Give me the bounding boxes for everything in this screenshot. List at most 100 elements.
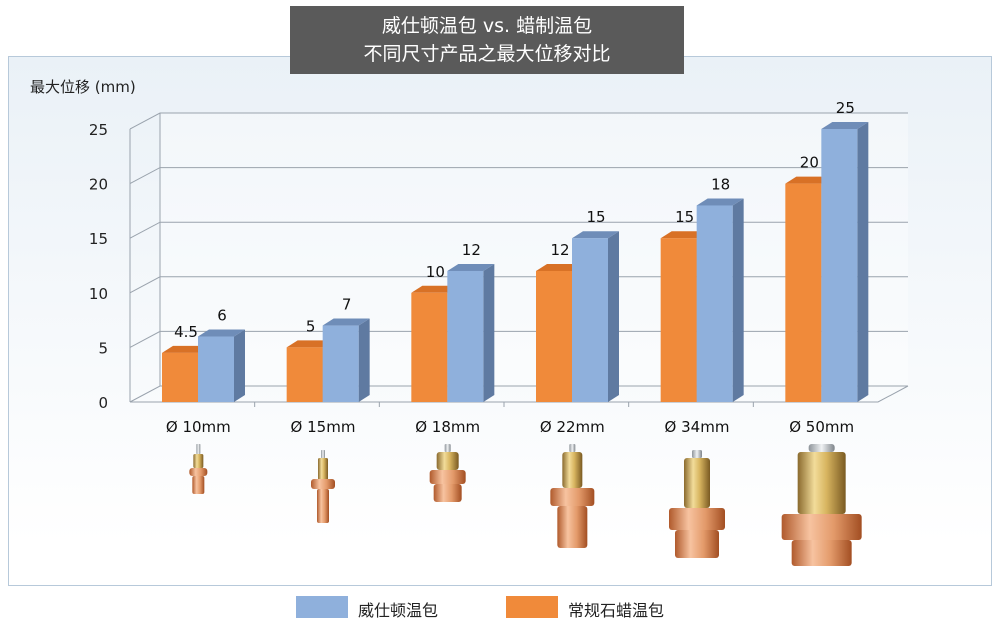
x-tick-label: Ø 50mm (789, 418, 854, 436)
data-label: 7 (342, 296, 352, 314)
product-part (429, 470, 466, 484)
legend-swatch (296, 596, 348, 618)
product-part (196, 444, 201, 454)
product-part (317, 489, 329, 523)
bar-side (732, 198, 744, 402)
product-part (562, 452, 583, 488)
product-part (189, 468, 208, 476)
product-part (781, 514, 862, 540)
data-label: 15 (586, 208, 605, 226)
bar-top (411, 285, 459, 293)
product-part (321, 450, 325, 458)
chart-legend: 威仕顿温包 常规石蜡温包 (0, 592, 1000, 623)
chart-title: 威仕顿温包 vs. 蜡制温包 不同尺寸产品之最大位移对比 (290, 6, 684, 74)
bar-front (198, 336, 234, 402)
data-label: 6 (217, 306, 227, 324)
brass-copper-thermal-element-icon (311, 450, 335, 523)
y-axis-label: 最大位移 (mm) (30, 78, 136, 96)
product-part (669, 508, 725, 530)
bar-side (857, 122, 869, 402)
bar-top (821, 122, 869, 129)
bar-side (608, 231, 619, 402)
product-part (444, 444, 451, 452)
brass-copper-thermal-element-icon (669, 450, 725, 558)
product-part (318, 458, 328, 480)
data-label: 12 (550, 241, 569, 259)
bar (447, 263, 495, 402)
product-part (433, 484, 462, 502)
y-tick-label: 25 (89, 121, 108, 139)
bar-side (234, 329, 245, 402)
bar-top (660, 231, 708, 239)
x-tick-label: Ø 18mm (415, 418, 480, 436)
product-part (557, 506, 588, 548)
product-part (791, 540, 852, 566)
product-part (192, 476, 205, 494)
bar-top (447, 263, 495, 271)
bar (821, 122, 869, 402)
data-label: 4.5 (174, 323, 198, 341)
brass-copper-thermal-element-icon (429, 444, 466, 502)
bar-top (785, 176, 833, 184)
y-tick-label: 20 (89, 176, 108, 194)
bar-front (572, 238, 608, 402)
bar (198, 329, 245, 402)
bar-front (785, 183, 822, 402)
bar-front (447, 270, 484, 402)
product-part (808, 444, 835, 452)
bar-front (162, 352, 198, 402)
bar (696, 198, 744, 402)
x-tick-label: Ø 10mm (166, 418, 231, 436)
bar-front (821, 129, 858, 402)
bar-top (198, 329, 245, 337)
product-part (550, 488, 595, 506)
product-part (311, 479, 335, 489)
bar-side (483, 263, 495, 402)
product-part (692, 450, 702, 458)
brass-copper-thermal-element-icon (189, 444, 208, 494)
data-label: 15 (675, 208, 694, 226)
product-part (569, 444, 576, 452)
product-part (436, 452, 459, 470)
title-line-2: 不同尺寸产品之最大位移对比 (363, 43, 611, 65)
bar-front (536, 270, 572, 402)
x-tick-label: Ø 22mm (540, 418, 605, 436)
product-part (684, 458, 710, 508)
product-part (193, 454, 204, 468)
data-label: 18 (711, 175, 730, 193)
bar (572, 231, 619, 402)
bar-top (696, 198, 744, 206)
legend-label: 威仕顿温包 (358, 601, 439, 620)
brass-copper-thermal-element-icon (781, 444, 862, 566)
bar (322, 318, 370, 402)
bar-front (660, 238, 697, 402)
y-tick-label: 15 (89, 230, 108, 248)
y-tick-label: 10 (89, 285, 108, 303)
bar-front (696, 205, 733, 402)
data-label: 20 (800, 154, 819, 172)
data-label: 5 (306, 317, 316, 335)
y-tick-label: 0 (98, 394, 108, 412)
data-label: 25 (836, 99, 855, 117)
product-part (797, 452, 846, 514)
y-tick-label: 5 (98, 339, 108, 357)
bar-top (322, 318, 370, 326)
bar-top (536, 263, 583, 271)
data-label: 12 (462, 241, 481, 259)
data-label: 10 (426, 263, 445, 281)
x-tick-label: Ø 34mm (665, 418, 730, 436)
bar-chart: 0 5 10 15 20 25 最大位移 (mm) 4.5 6 Ø 10mm 5 7 Ø 15mm 10 1… (30, 78, 909, 566)
brass-copper-thermal-element-icon (550, 444, 595, 548)
legend-label: 常规石蜡温包 (568, 601, 665, 620)
x-tick-label: Ø 15mm (291, 418, 356, 436)
bar-front (286, 347, 323, 402)
bar-front (322, 325, 359, 402)
product-part (675, 530, 719, 558)
bar-top (162, 345, 209, 353)
bar-front (411, 292, 448, 402)
title-line-1: 威仕顿温包 vs. 蜡制温包 (381, 15, 593, 37)
legend-swatch (506, 596, 558, 618)
bar-side (358, 318, 370, 402)
bar-top (572, 231, 619, 239)
bar-top (286, 340, 334, 348)
